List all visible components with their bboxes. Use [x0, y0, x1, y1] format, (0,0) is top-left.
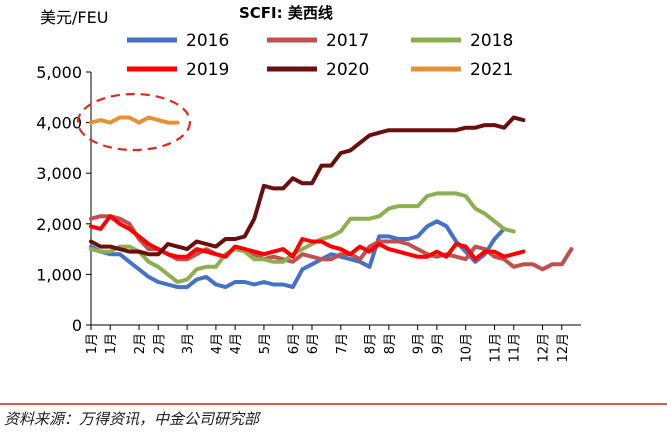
legend-label-2016: 2016 — [186, 31, 229, 51]
x-tick-label: 12月 — [537, 333, 552, 363]
x-tick-label: 1月 — [85, 333, 100, 354]
series-line-2018 — [89, 191, 516, 284]
x-tick-label: 8月 — [364, 333, 379, 354]
x-tick-label: 5月 — [258, 333, 273, 354]
x-tick-label: 2月 — [152, 333, 167, 354]
legend-label-2018: 2018 — [470, 31, 513, 51]
x-tick-label: 7月 — [335, 333, 350, 354]
y-tick-label: 4,000 — [36, 114, 82, 133]
series-line-2016 — [89, 219, 507, 290]
x-tick-label: 10月 — [460, 333, 475, 363]
x-axis: 1月 1月 2月 2月 3月 4月 4月 5月 6月 6月 7月 8月 8月 9月 9月 10月 11月 11月 1… — [85, 324, 581, 363]
y-axis: 0 1,000 2,000 3,000 4,000 5,000 — [36, 63, 92, 335]
y-tick-label: 1,000 — [36, 265, 82, 284]
x-tick-label: 4月 — [229, 333, 244, 354]
x-tick-label: 2月 — [133, 333, 148, 354]
x-tick-label: 3月 — [181, 333, 196, 354]
y-tick-label: 3,000 — [36, 164, 82, 183]
legend: 2016 2017 2018 2019 2020 2021 — [127, 31, 513, 80]
x-tick-label: 6月 — [306, 333, 321, 354]
y-tick-label: 5,000 — [36, 63, 82, 82]
x-tick-label: 11月 — [489, 333, 504, 363]
x-tick-label: 12月 — [556, 333, 571, 363]
source-text: 资料来源：万得资讯，中金公司研究部 — [4, 410, 262, 428]
x-tick-label: 9月 — [412, 333, 427, 354]
legend-label-2017: 2017 — [326, 31, 369, 51]
series-line-2021 — [89, 115, 180, 125]
x-tick-label: 6月 — [287, 333, 302, 354]
chart-title: SCFI: 美西线 — [239, 4, 333, 22]
x-tick-label: 4月 — [210, 333, 225, 354]
plot-area — [89, 115, 574, 290]
legend-label-2020: 2020 — [326, 60, 369, 80]
y-tick-label: 0 — [72, 316, 82, 335]
x-tick-label: 1月 — [104, 333, 119, 354]
x-tick-label: 8月 — [383, 333, 398, 354]
series-line-2020 — [89, 115, 526, 257]
y-tick-label: 2,000 — [36, 215, 82, 234]
highlight-ellipse — [76, 92, 192, 152]
legend-label-2019: 2019 — [186, 60, 229, 80]
x-tick-label: 11月 — [508, 333, 523, 363]
y-axis-label: 美元/FEU — [40, 8, 108, 27]
x-tick-label: 9月 — [431, 333, 446, 354]
legend-label-2021: 2021 — [470, 60, 513, 80]
